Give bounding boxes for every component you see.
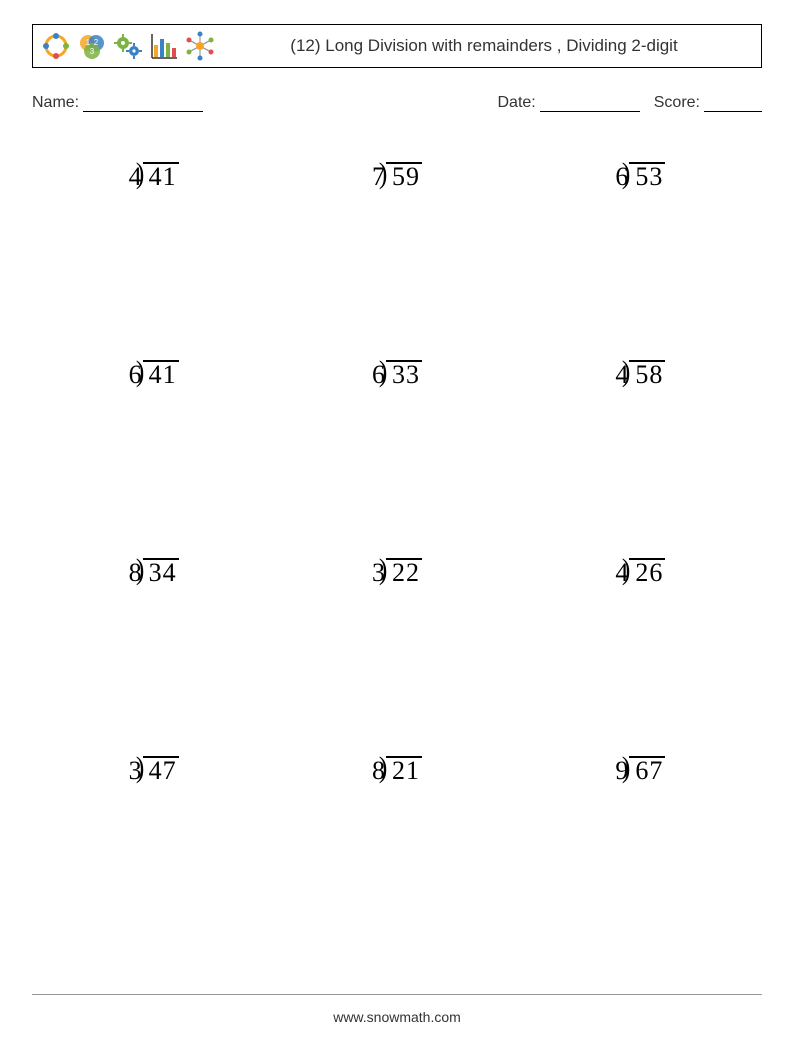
icon-strip: 1 2 3 — [41, 31, 215, 61]
dividend: 22 — [386, 558, 422, 586]
cycle-icon — [41, 31, 71, 61]
barchart-icon — [149, 31, 179, 61]
svg-text:2: 2 — [94, 38, 99, 47]
dividend: 33 — [386, 360, 422, 388]
problem-2: 759 — [372, 162, 422, 190]
name-blank[interactable] — [83, 96, 203, 112]
problem-8: 322 — [372, 558, 422, 586]
dividend: 21 — [386, 756, 422, 784]
name-field: Name: — [32, 94, 203, 112]
dividend: 67 — [629, 756, 665, 784]
problem-9: 426 — [615, 558, 665, 586]
score-label: Score: — [654, 94, 700, 112]
dividend: 34 — [143, 558, 179, 586]
problem-7: 834 — [129, 558, 179, 586]
problem-5: 633 — [372, 360, 422, 388]
footer-rule — [32, 994, 762, 995]
svg-text:1: 1 — [86, 38, 91, 47]
footer-url: www.snowmath.com — [0, 1009, 794, 1025]
dividend: 41 — [143, 360, 179, 388]
problem-4: 641 — [129, 360, 179, 388]
gears-icon — [113, 31, 143, 61]
dividend: 47 — [143, 756, 179, 784]
header-box: 1 2 3 — [32, 24, 762, 68]
svg-text:3: 3 — [90, 47, 95, 56]
problem-1: 441 — [129, 162, 179, 190]
network-icon — [185, 31, 215, 61]
info-row: Name: Date: Score: — [32, 94, 762, 112]
problem-10: 347 — [129, 756, 179, 784]
problem-12: 967 — [615, 756, 665, 784]
score-blank[interactable] — [704, 96, 762, 112]
problem-6: 458 — [615, 360, 665, 388]
problem-3: 653 — [615, 162, 665, 190]
date-field: Date: — [498, 94, 640, 112]
venn-icon: 1 2 3 — [77, 31, 107, 61]
dividend: 58 — [629, 360, 665, 388]
dividend: 53 — [629, 162, 665, 190]
dividend: 59 — [386, 162, 422, 190]
dividend: 26 — [629, 558, 665, 586]
score-field: Score: — [654, 94, 762, 112]
name-label: Name: — [32, 94, 79, 112]
date-label: Date: — [498, 94, 536, 112]
dividend: 41 — [143, 162, 179, 190]
worksheet-title: (12) Long Division with remainders , Div… — [215, 36, 753, 56]
problems-grid: 441 759 653 641 633 458 834 322 426 347 … — [32, 162, 762, 784]
problem-11: 821 — [372, 756, 422, 784]
date-blank[interactable] — [540, 96, 640, 112]
